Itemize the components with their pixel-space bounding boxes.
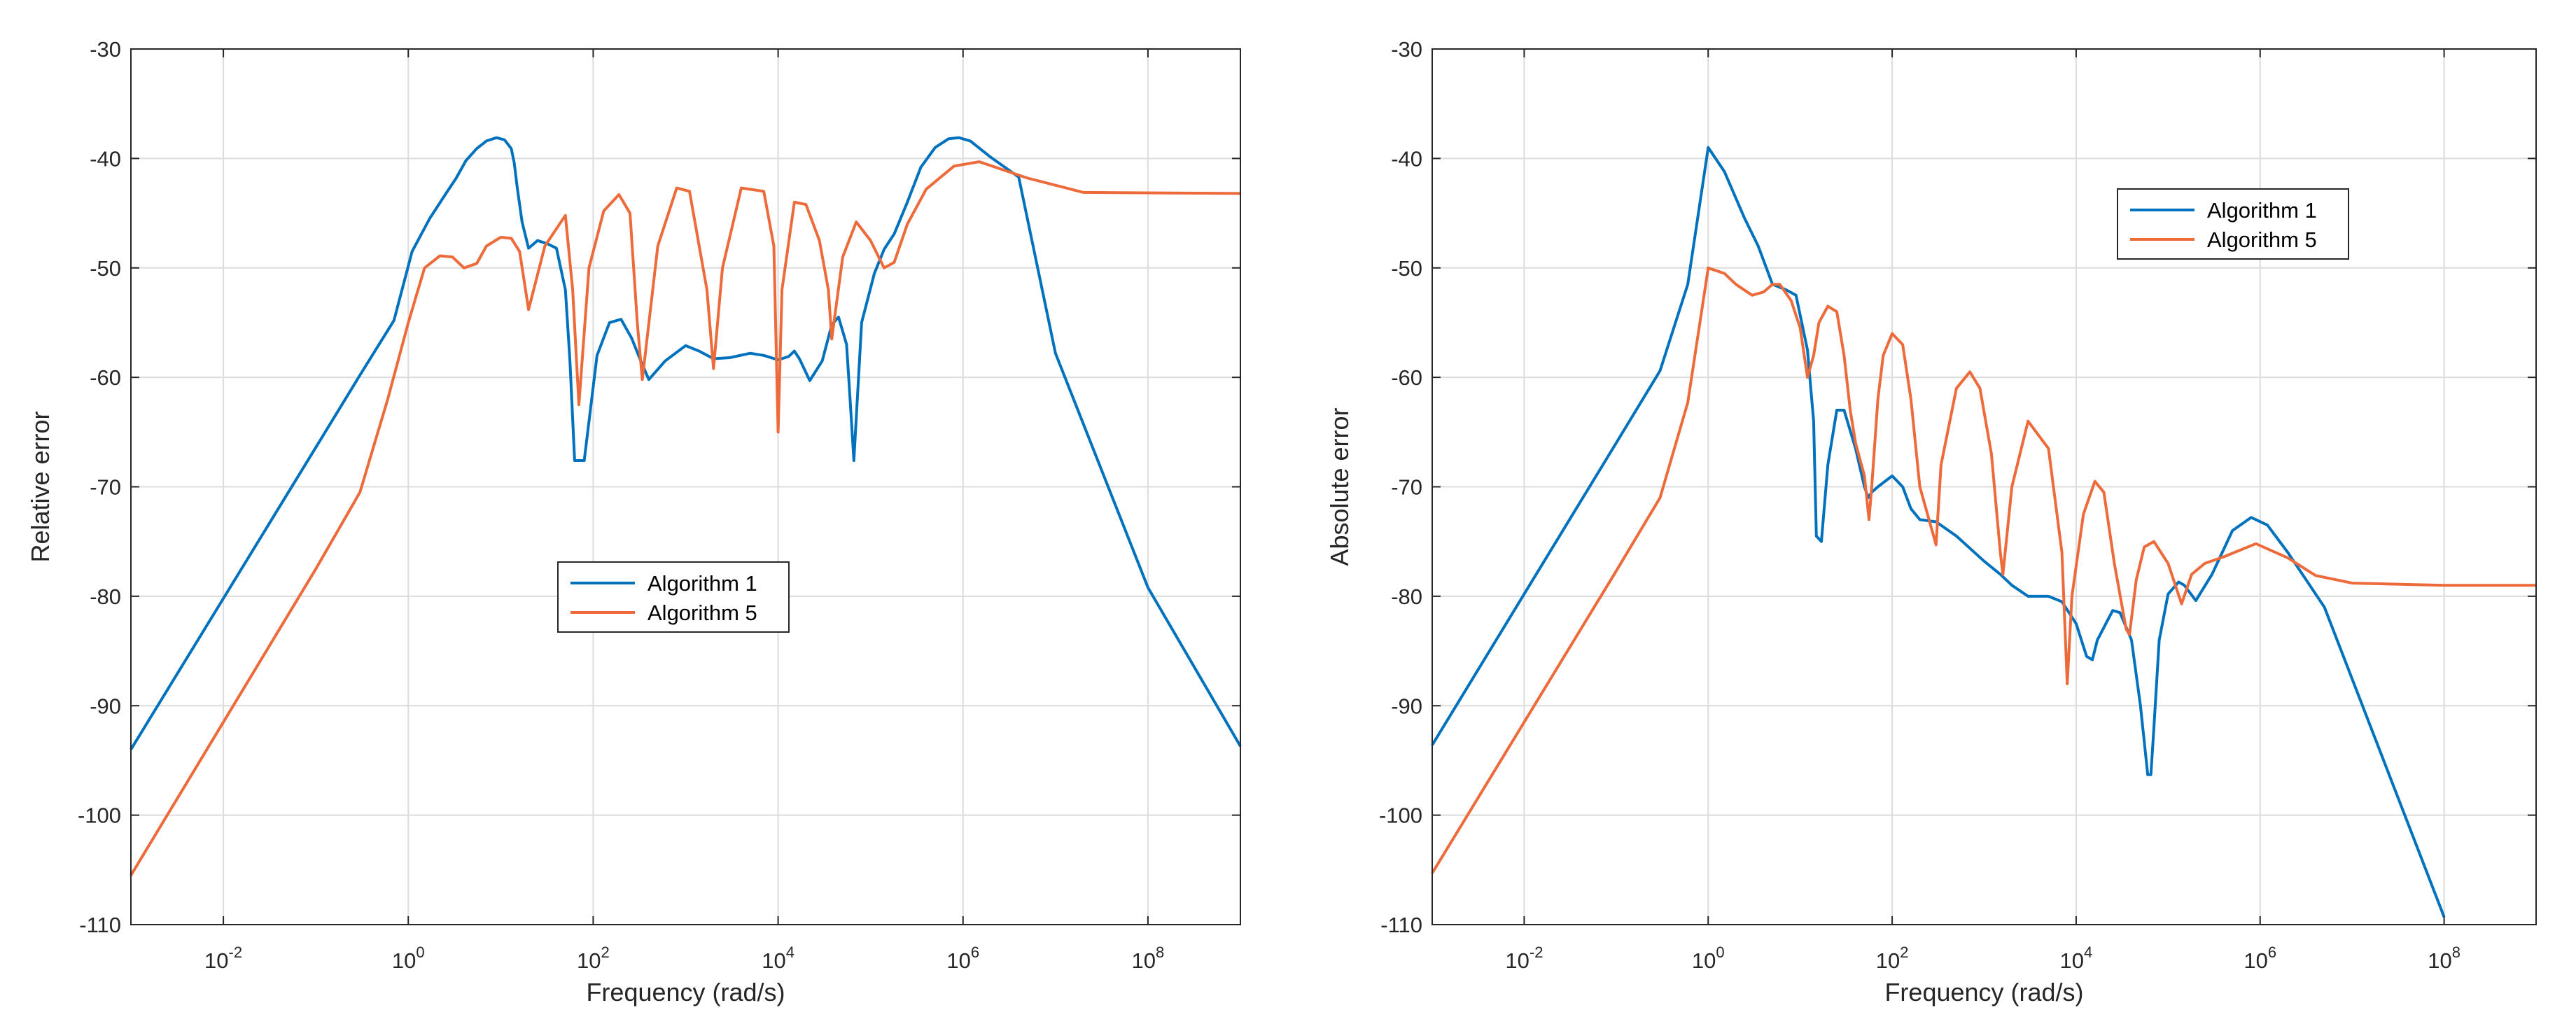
y-tick-label: -50 xyxy=(1391,256,1422,281)
x-tick-base: 10 xyxy=(1876,948,1900,973)
x-tick-label: 100 xyxy=(1692,944,1725,973)
x-tick-label: 100 xyxy=(392,944,425,973)
x-tick-exponent: 8 xyxy=(2452,944,2460,961)
series-line-algorithm-5 xyxy=(1431,266,2536,874)
legend-entry-label: Algorithm 5 xyxy=(2207,227,2317,252)
x-tick-exponent: 8 xyxy=(1156,944,1164,961)
x-tick-base: 10 xyxy=(1505,948,1529,973)
x-tick-label: 102 xyxy=(1876,944,1909,973)
x-tick-label: 10-2 xyxy=(1505,944,1543,973)
x-tick-exponent: 2 xyxy=(1900,944,1908,961)
x-tick-exponent: 4 xyxy=(2084,944,2092,961)
y-tick-label: -90 xyxy=(1391,694,1422,718)
legend: Algorithm 1 Algorithm 5 xyxy=(2117,188,2349,260)
y-tick-label: -30 xyxy=(1391,37,1422,62)
y-tick-label: -30 xyxy=(90,37,121,62)
x-tick-label: 102 xyxy=(577,944,610,973)
x-tick-exponent: -2 xyxy=(1530,944,1544,961)
y-tick-label: -80 xyxy=(1391,584,1422,609)
x-tick-label: 108 xyxy=(2428,944,2460,973)
x-tick-base: 10 xyxy=(2428,948,2451,973)
x-tick-label: 10-2 xyxy=(204,944,242,973)
x-tick-exponent: 0 xyxy=(1716,944,1724,961)
y-tick-label: -110 xyxy=(1380,913,1422,937)
y-tick-label: -60 xyxy=(1391,365,1422,390)
y-tick-label: -50 xyxy=(90,256,121,281)
x-tick-base: 10 xyxy=(2244,948,2267,973)
x-tick-label: 108 xyxy=(1132,944,1165,973)
x-tick-base: 10 xyxy=(1132,948,1156,973)
y-tick-label: -40 xyxy=(1391,146,1422,171)
x-tick-exponent: 6 xyxy=(971,944,979,961)
y-tick-label: -70 xyxy=(90,475,121,500)
x-tick-base: 10 xyxy=(946,948,970,973)
legend-entry-label: Algorithm 1 xyxy=(648,571,757,596)
legend: Algorithm 1 Algorithm 5 xyxy=(557,561,790,633)
x-tick-label: 106 xyxy=(946,944,979,973)
y-tick-label: -40 xyxy=(90,146,121,171)
x-tick-exponent: 2 xyxy=(601,944,610,961)
x-tick-base: 10 xyxy=(2060,948,2084,973)
y-tick-label: -100 xyxy=(1379,804,1422,828)
x-tick-label: 104 xyxy=(762,944,794,973)
x-axis-label: Frequency (rad/s) xyxy=(1884,978,2083,1007)
legend-entry-label: Algorithm 5 xyxy=(648,601,757,625)
y-tick-label: -60 xyxy=(90,365,121,390)
x-tick-exponent: 4 xyxy=(786,944,794,961)
legend-entry-label: Algorithm 1 xyxy=(2207,198,2317,223)
legend-box xyxy=(557,561,790,633)
legend-box xyxy=(2117,188,2349,260)
y-axis-label: Absolute error xyxy=(1325,407,1354,566)
x-tick-label: 104 xyxy=(2060,944,2093,973)
y-tick-label: -90 xyxy=(90,694,121,718)
y-tick-label: -70 xyxy=(1391,475,1422,500)
x-tick-label: 106 xyxy=(2244,944,2276,973)
series-line-algorithm-1 xyxy=(130,136,1242,750)
x-tick-base: 10 xyxy=(577,948,601,973)
y-tick-label: -80 xyxy=(90,584,121,609)
x-tick-base: 10 xyxy=(762,948,785,973)
x-tick-base: 10 xyxy=(392,948,416,973)
series-line-algorithm-5 xyxy=(130,160,1241,876)
y-tick-label: -110 xyxy=(79,913,121,937)
y-tick-label: -100 xyxy=(78,804,121,828)
x-tick-exponent: -2 xyxy=(229,944,243,961)
x-tick-base: 10 xyxy=(1692,948,1716,973)
x-tick-base: 10 xyxy=(204,948,228,973)
x-tick-exponent: 6 xyxy=(2268,944,2276,961)
x-tick-exponent: 0 xyxy=(416,944,424,961)
y-axis-label: Relative error xyxy=(26,411,55,562)
x-axis-label: Frequency (rad/s) xyxy=(586,978,785,1007)
